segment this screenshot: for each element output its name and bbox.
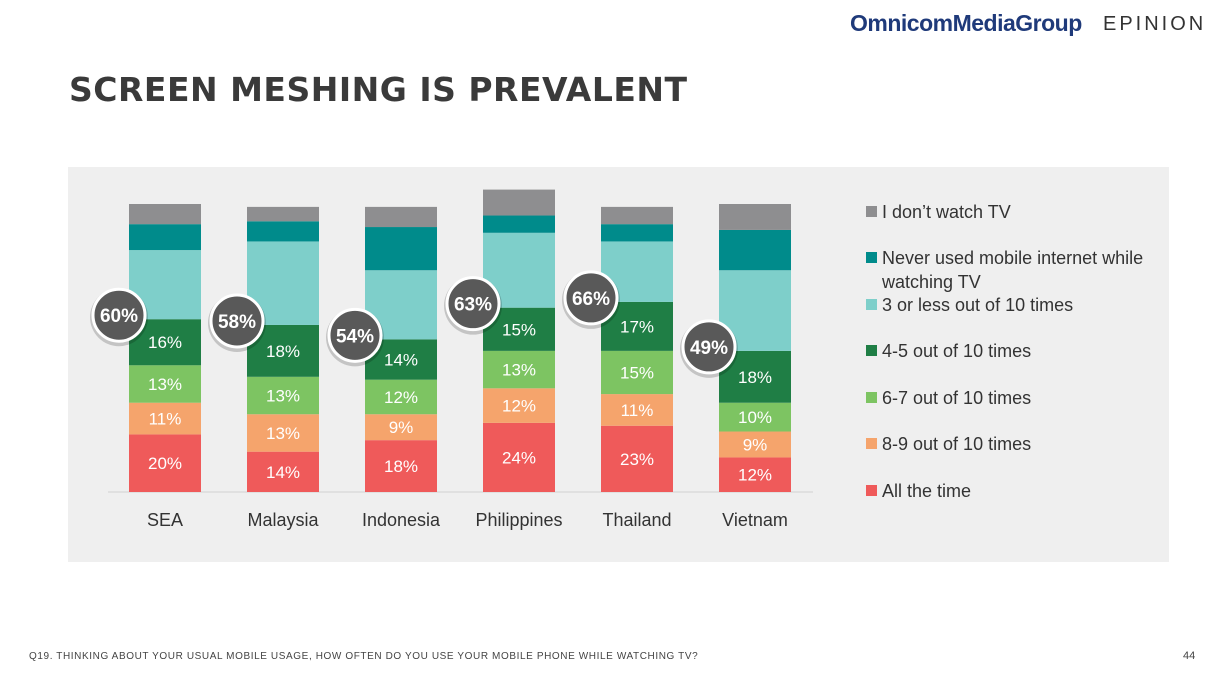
bar-segment-dont_watch-4 — [601, 206, 673, 225]
data-label-eight_nine-1: 13% — [266, 424, 300, 443]
data-label-all_the_time-2: 18% — [384, 457, 418, 476]
legend-label-never_used: Never used mobile internet while watchin… — [882, 248, 1144, 292]
bar-segment-eight_nine-0 — [129, 402, 201, 435]
legend-label-eight_nine: 8-9 out of 10 times — [882, 434, 1032, 454]
total-bubble-3 — [445, 276, 501, 332]
bar-segment-six_seven-3 — [483, 350, 555, 389]
data-label-four_five-3: 15% — [502, 320, 536, 339]
total-bubble-label-1: 58% — [218, 312, 256, 333]
data-label-six_seven-2: 12% — [384, 388, 418, 407]
bar-segment-six_seven-0 — [129, 365, 201, 403]
bar-segment-never_used-0 — [129, 224, 201, 251]
bar-segment-dont_watch-2 — [365, 206, 437, 228]
bar-segment-eight_nine-5 — [719, 431, 791, 458]
data-label-four_five-0: 16% — [148, 333, 182, 352]
bar-segment-eight_nine-4 — [601, 394, 673, 426]
footnote: Q19. THINKING ABOUT YOUR USUAL MOBILE US… — [29, 651, 699, 662]
legend-label-four_five: 4-5 out of 10 times — [882, 341, 1032, 361]
bar-segment-never_used-3 — [483, 215, 555, 233]
total-bubble-label-4: 66% — [572, 289, 610, 310]
data-label-four_five-5: 18% — [738, 368, 772, 387]
bar-segment-eight_nine-1 — [247, 414, 319, 452]
bar-segment-six_seven-2 — [365, 379, 437, 415]
data-label-eight_nine-2: 9% — [389, 418, 414, 437]
total-bubble-0 — [91, 287, 147, 343]
bar-segment-never_used-4 — [601, 224, 673, 242]
bar-segment-all_the_time-0 — [129, 434, 201, 492]
data-label-eight_nine-5: 9% — [743, 435, 768, 454]
bar-segment-dont_watch-1 — [247, 206, 319, 222]
data-label-eight_nine-0: 11% — [149, 410, 182, 429]
data-label-all_the_time-3: 24% — [502, 448, 536, 467]
bar-segment-all_the_time-3 — [483, 422, 555, 492]
total-bubble-label-3: 63% — [454, 295, 492, 316]
bar-segment-never_used-1 — [247, 221, 319, 242]
data-label-eight_nine-3: 12% — [502, 397, 536, 416]
data-label-all_the_time-0: 20% — [148, 454, 182, 473]
legend-label-all_the_time: All the time — [882, 481, 972, 501]
bar-segment-dont_watch-5 — [719, 204, 791, 230]
data-label-six_seven-3: 13% — [502, 361, 536, 380]
category-label-0: SEA — [147, 510, 183, 530]
data-label-eight_nine-4: 11% — [621, 401, 654, 420]
legend-swatch-all_the_time — [866, 485, 877, 496]
legend-swatch-never_used — [866, 252, 877, 263]
bar-segment-eight_nine-2 — [365, 414, 437, 441]
data-label-four_five-1: 18% — [266, 342, 300, 361]
bar-segment-six_seven-5 — [719, 402, 791, 432]
data-label-all_the_time-5: 12% — [738, 466, 772, 485]
bar-segment-all_the_time-4 — [601, 425, 673, 492]
category-label-4: Thailand — [602, 510, 671, 530]
legend-label-three_or_less: 3 or less out of 10 times — [882, 295, 1074, 315]
bar-segment-dont_watch-3 — [483, 189, 555, 216]
category-label-2: Indonesia — [362, 510, 441, 530]
omnicom-logo: OmnicomMediaGroup — [850, 10, 1082, 36]
bar-segment-all_the_time-5 — [719, 457, 791, 492]
total-bubble-4 — [563, 270, 619, 326]
bar-segment-six_seven-4 — [601, 350, 673, 395]
total-bubble-label-0: 60% — [100, 306, 138, 327]
legend-swatch-six_seven — [866, 392, 877, 403]
legend-swatch-dont_watch — [866, 206, 877, 217]
bar-segment-eight_nine-3 — [483, 388, 555, 423]
data-label-four_five-4: 17% — [620, 317, 654, 336]
category-label-1: Malaysia — [247, 510, 319, 530]
legend-swatch-eight_nine — [866, 438, 877, 449]
stacked-bar-chart: 20% 11% 13% 16% SEA 60% 14% 13% 13% 18% Malaysia 58… — [90, 189, 813, 530]
bar-segment-dont_watch-0 — [129, 204, 201, 225]
bar-segment-never_used-5 — [719, 229, 791, 271]
page-number: 44 — [1183, 650, 1196, 662]
bar-segment-all_the_time-2 — [365, 440, 437, 492]
bar-segment-six_seven-1 — [247, 376, 319, 415]
data-label-six_seven-1: 13% — [266, 387, 300, 406]
data-label-all_the_time-1: 14% — [266, 463, 300, 482]
legend-label-dont_watch: I don’t watch TV — [882, 202, 1011, 222]
total-bubble-label-5: 49% — [690, 338, 728, 359]
data-label-six_seven-5: 10% — [738, 408, 772, 427]
total-bubble-5 — [681, 319, 737, 375]
total-bubble-label-2: 54% — [336, 326, 374, 347]
total-bubble-1 — [209, 293, 265, 349]
legend-swatch-three_or_less — [866, 299, 877, 310]
legend-swatch-four_five — [866, 345, 877, 356]
data-label-six_seven-4: 15% — [620, 363, 654, 382]
category-label-3: Philippines — [475, 510, 562, 530]
data-label-four_five-2: 14% — [384, 351, 418, 370]
total-bubble-2 — [327, 307, 383, 363]
legend-label-six_seven: 6-7 out of 10 times — [882, 388, 1032, 408]
epinion-logo: EPINION — [1103, 13, 1207, 35]
data-label-six_seven-0: 13% — [148, 375, 182, 394]
page-title: SCREEN MESHING IS PREVALENT — [69, 70, 688, 109]
chart-panel: 20% 11% 13% 16% SEA 60% 14% 13% 13% 18% Malaysia 58… — [68, 167, 1169, 562]
bar-segment-all_the_time-1 — [247, 451, 319, 492]
bar-segment-never_used-2 — [365, 227, 437, 271]
data-label-all_the_time-4: 23% — [620, 450, 654, 469]
category-label-5: Vietnam — [722, 510, 788, 530]
